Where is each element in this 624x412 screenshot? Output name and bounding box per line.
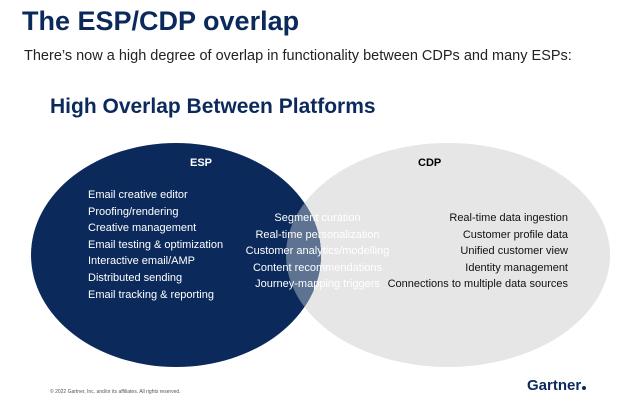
logo-dot	[582, 386, 587, 390]
diagram-heading: High Overlap Between Platforms	[50, 95, 376, 118]
slide-title: The ESP/CDP overlap	[22, 6, 300, 36]
list-item: Real-time personalization	[255, 228, 380, 241]
list-item: Segment curation	[274, 212, 361, 224]
esp-circle	[31, 143, 321, 367]
list-item: Journey-mapping triggers	[255, 278, 380, 291]
list-item: Email tracking & reporting	[88, 288, 214, 301]
list-item: Identity management	[465, 261, 568, 274]
list-item: Email testing & optimization	[88, 238, 224, 251]
list-item: Unified customer view	[460, 245, 568, 258]
copyright-notice: © 2022 Gartner, Inc. and/or its affiliat…	[50, 389, 181, 395]
list-item: Customer analytics/modelling	[245, 245, 390, 258]
list-item: Content recommendations	[252, 261, 382, 274]
gartner-logo: Gartner	[527, 377, 587, 394]
list-item: Connections to multiple data sources	[387, 278, 568, 291]
brand-name: Gartner	[527, 377, 582, 394]
list-item: Email creative editor	[88, 189, 188, 201]
esp-label: ESP	[190, 157, 213, 169]
cdp-feature-list: Real-time data ingestion Customer profil…	[388, 210, 568, 293]
cdp-circle	[286, 143, 610, 367]
list-item: Real-time data ingestion	[449, 212, 568, 224]
cdp-label: CDP	[418, 157, 442, 169]
esp-feature-list: Email creative editor Proofing/rendering…	[88, 187, 223, 303]
overlap-feature-list: Segment curation Real-time personalizati…	[230, 210, 405, 293]
list-item: Distributed sending	[88, 271, 183, 284]
slide-subtitle: There’s now a high degree of overlap in …	[24, 48, 572, 64]
list-item: Interactive email/AMP	[88, 255, 195, 268]
list-item: Customer profile data	[462, 228, 568, 241]
list-item: Proofing/rendering	[88, 205, 179, 218]
list-item: Creative management	[88, 222, 197, 235]
